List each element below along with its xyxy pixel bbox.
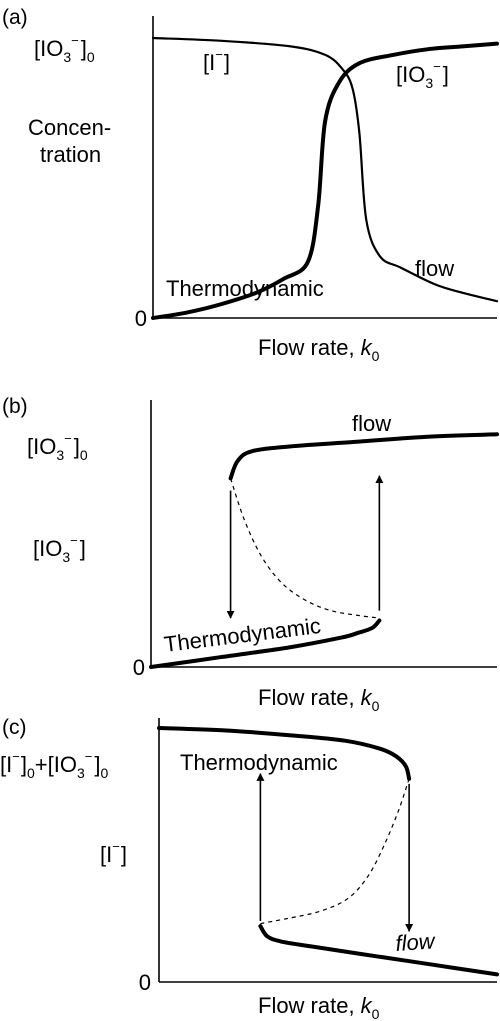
panel-b-xlabel: Flow rate, k0 — [258, 685, 380, 714]
panel-b-flow-annotation: flow — [352, 411, 391, 436]
panel-a-ytick-top: [IO3−]0 — [34, 33, 95, 65]
panel-a: (a) 0 [IO3−]0 Concen- tration [I−] [IO3−… — [2, 6, 499, 364]
panel-c-xlabel: Flow rate, k0 — [258, 993, 380, 1021]
panel-c-flow-branch — [258, 924, 499, 977]
panel-a-iodate-curve — [151, 41, 499, 320]
panel-a-flow-annotation: flow — [415, 256, 454, 281]
panel-b-unstable-branch — [230, 478, 380, 619]
panel-a-ylabel-line-1: Concen- — [28, 115, 111, 140]
panel-b-ylabel: [IO3−] — [33, 533, 86, 565]
panel-c-label: (c) — [2, 716, 27, 739]
panel-c-ytick-top: [I−]0+[IO3−]0 — [0, 749, 108, 781]
panel-b-ytick-top: [IO3−]0 — [27, 431, 88, 463]
panel-b-thermodynamic-branch — [149, 618, 382, 669]
panel-c-ylabel: [I−] — [100, 839, 127, 867]
panel-c-thermodynamic-branch — [157, 726, 412, 781]
panel-b-label: (b) — [2, 395, 28, 418]
panel-a-iodate-label: [IO3−] — [396, 59, 449, 91]
panel-a-thermodynamic-annotation: Thermodynamic — [166, 276, 324, 301]
panel-c-thermodynamic-annotation: Thermodynamic — [180, 750, 338, 775]
panel-b-flow-branch — [228, 432, 499, 481]
panel-a-xlabel: Flow rate, k0 — [258, 335, 380, 364]
panel-a-label: (a) — [2, 6, 28, 29]
panel-a-ylabel-line-2: tration — [40, 142, 101, 167]
panel-a-ytick-zero: 0 — [135, 306, 147, 331]
panel-b: (b) 0 [IO3−]0 [IO3−] Thermodynamic flow … — [2, 395, 499, 714]
panel-a-iodide-curve — [151, 36, 499, 303]
panel-b-ytick-zero: 0 — [133, 655, 145, 680]
panel-c-unstable-branch — [260, 778, 410, 925]
panel-c-ytick-zero: 0 — [139, 970, 151, 995]
panel-a-iodide-label: [I−] — [203, 47, 230, 75]
panel-b-thermodynamic-annotation: Thermodynamic — [163, 613, 323, 657]
panel-c-flow-annotation: flow — [395, 928, 438, 956]
panel-c: (c) 0 [I−]0+[IO3−]0 [I−] Thermodynamic f… — [0, 716, 499, 1021]
